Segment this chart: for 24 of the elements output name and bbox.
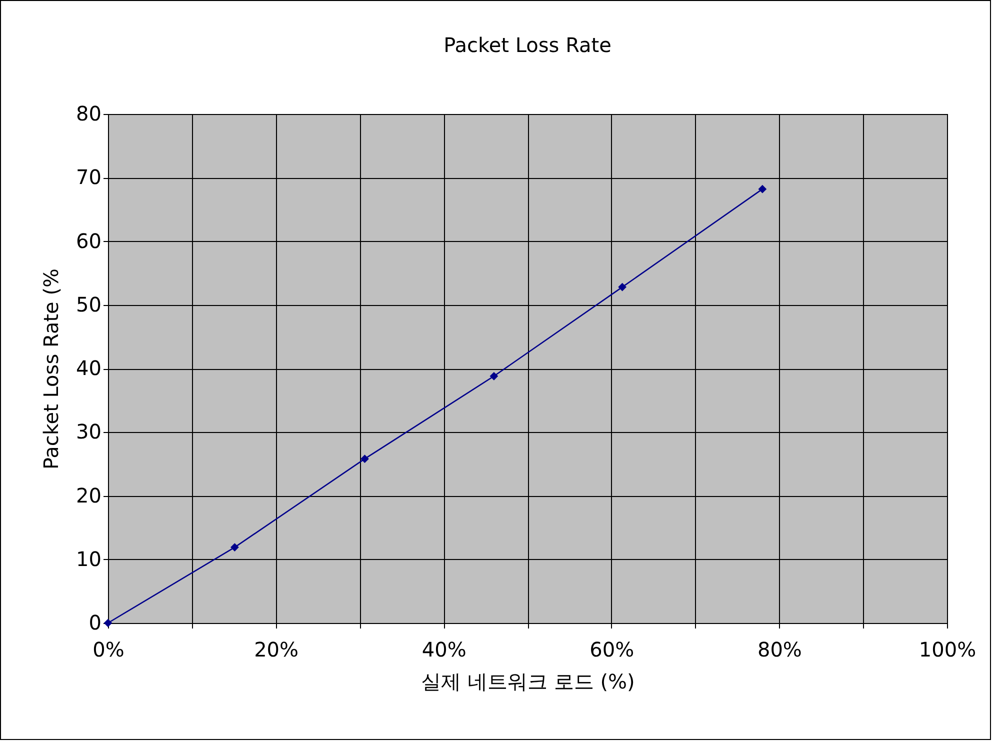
y-tick-label: 40 <box>76 356 102 380</box>
x-tick-label: 40% <box>422 638 466 662</box>
x-tick-label: 0% <box>92 638 124 662</box>
x-tick-label: 80% <box>757 638 802 662</box>
x-axis-title: 실제 네트워크 로드 (%) <box>421 670 635 694</box>
y-tick-label: 70 <box>76 165 102 190</box>
y-tick-label: 30 <box>76 420 102 444</box>
point <box>618 282 626 292</box>
point <box>360 454 369 464</box>
y-axis-title: Packet Loss Rate (% <box>39 268 64 470</box>
point <box>758 184 767 194</box>
y-tick-label: 0 <box>88 610 102 634</box>
y-tick-label: 20 <box>76 483 102 508</box>
point <box>490 372 498 380</box>
y-tick-label: 80 <box>76 102 102 126</box>
x-tick-label: 100% <box>918 638 976 662</box>
point <box>104 618 112 628</box>
y-tick-label: 10 <box>76 546 102 571</box>
y-tick-label: 60 <box>76 228 102 253</box>
x-tick-label: 20% <box>254 638 299 662</box>
x-tick-label: 60% <box>590 638 634 662</box>
y-tick-label: 50 <box>76 292 102 316</box>
point <box>230 543 239 552</box>
chart-title: Packet Loss Rate <box>444 33 612 57</box>
